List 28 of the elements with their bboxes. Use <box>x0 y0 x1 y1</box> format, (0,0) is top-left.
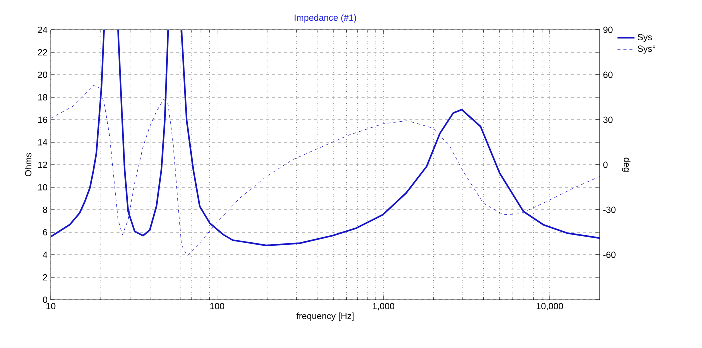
y2-tick-label: 60 <box>604 72 613 78</box>
y2-axis-title: deg <box>622 158 631 172</box>
y2-tick-label: 0 <box>604 162 608 168</box>
x-tick-label: 1,000 <box>373 303 395 311</box>
y-tick-label: 0 <box>43 296 48 304</box>
y-tick-label: 6 <box>43 229 48 236</box>
y2-tick-label: 90 <box>604 26 613 34</box>
y2-tick-label: -60 <box>604 252 616 258</box>
y-tick-label: 20 <box>38 72 48 78</box>
y-tick-label: 8 <box>43 206 48 214</box>
y2-tick-label: 30 <box>604 116 613 124</box>
y-tick-label: 14 <box>38 139 48 146</box>
chart-title: Impedance (#1) <box>294 14 356 23</box>
legend-label: Sys° <box>638 46 656 54</box>
y-tick-label: 2 <box>43 274 48 281</box>
y2-tick-label: -30 <box>604 206 616 214</box>
y-tick-label: 22 <box>38 49 48 56</box>
y-tick-label: 16 <box>38 116 48 124</box>
x-tick-label: 10,000 <box>536 303 564 311</box>
y-axis-title: Ohms <box>25 153 32 177</box>
x-tick-label: 100 <box>210 303 224 310</box>
y-tick-label: 4 <box>43 252 48 258</box>
legend-label: Sys <box>638 34 652 42</box>
y-tick-label: 10 <box>38 184 48 191</box>
y-tick-label: 18 <box>38 94 48 101</box>
y-tick-label: 12 <box>38 162 48 168</box>
x-axis-title: frequency [Hz] <box>296 312 354 322</box>
y-tick-label: 24 <box>38 26 48 34</box>
